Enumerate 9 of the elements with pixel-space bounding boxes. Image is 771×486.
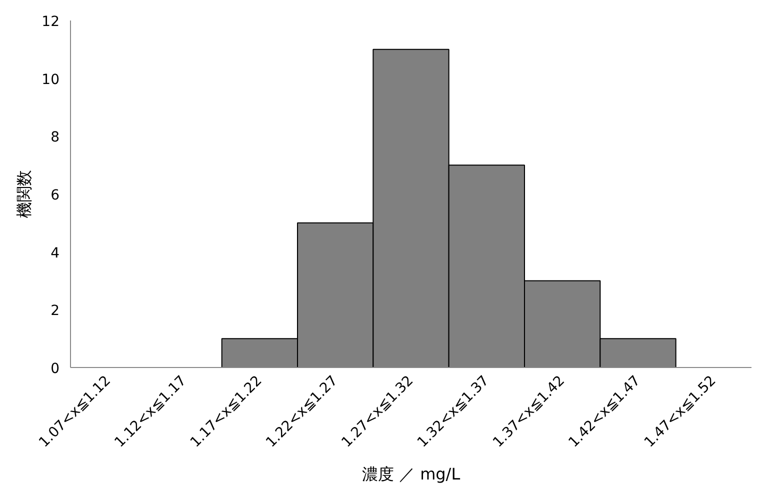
y-tick-label: 10 [42,72,60,88]
y-tick-label: 2 [50,303,60,320]
y-tick-label: 0 [50,361,60,377]
y-tick-label: 4 [50,245,60,262]
y-tick-label: 8 [50,130,60,146]
y-tick-label: 6 [50,188,60,204]
y-tick-label: 12 [42,14,60,30]
x-axis-title: 濃度 ／ mg/L [362,464,460,484]
y-axis-title: 機関数 [14,170,34,218]
